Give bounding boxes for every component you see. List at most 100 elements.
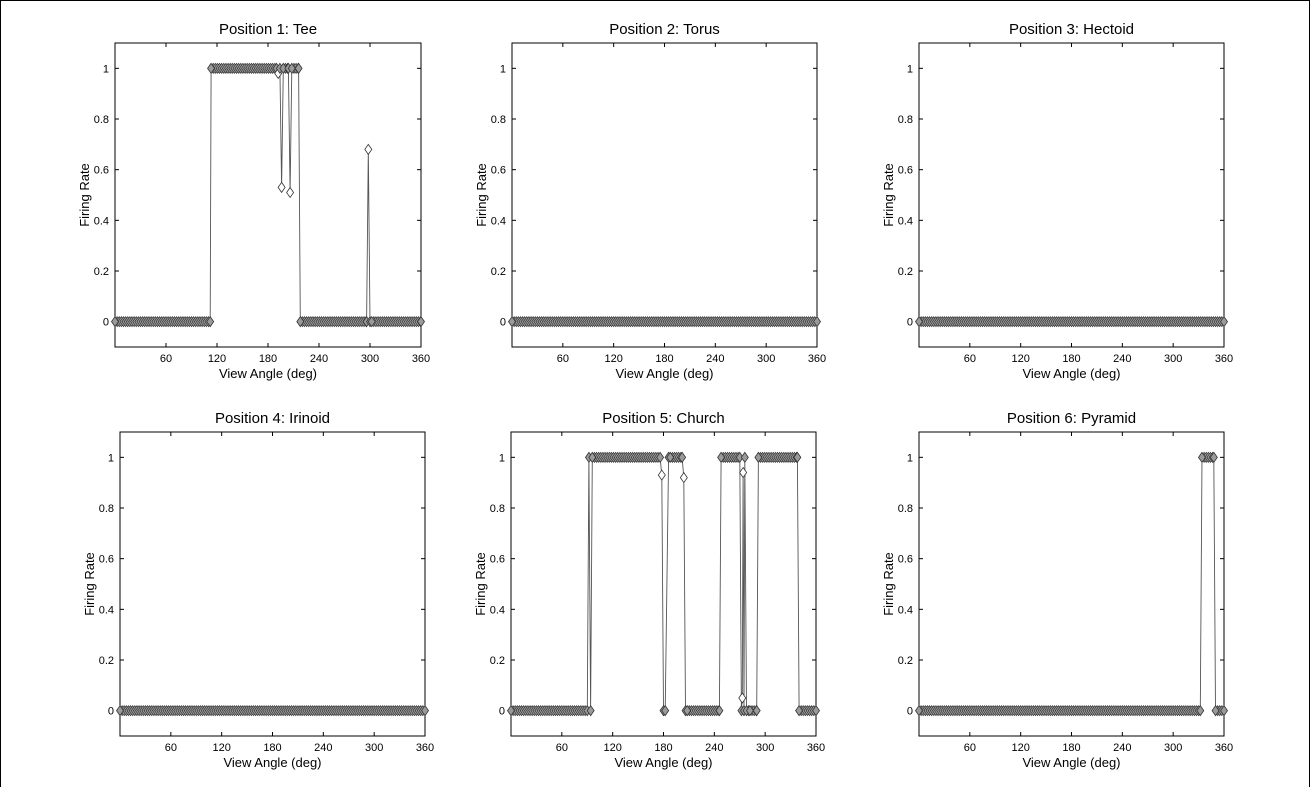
x-tick-label: 240 bbox=[310, 353, 328, 365]
x-tick-label: 60 bbox=[964, 353, 976, 365]
x-tick-label: 240 bbox=[706, 353, 724, 365]
y-tick-label: 0.6 bbox=[94, 165, 109, 177]
data-point bbox=[795, 704, 804, 717]
data-point bbox=[793, 451, 802, 464]
y-tick-label: 0.6 bbox=[491, 165, 506, 177]
x-tick-label: 60 bbox=[964, 742, 976, 754]
y-tick-label: 0.4 bbox=[898, 604, 913, 616]
data-point bbox=[739, 466, 748, 479]
data-point bbox=[421, 704, 429, 717]
data-point bbox=[294, 62, 303, 75]
y-tick-label: 0.6 bbox=[99, 554, 114, 566]
y-tick-label: 0.4 bbox=[490, 604, 505, 616]
x-axis-label: View Angle (deg) bbox=[614, 755, 712, 770]
subplot-3: Position 3: Hectoid View Angle (deg) Firin… bbox=[881, 21, 1233, 381]
y-tick-label: 0.6 bbox=[898, 554, 913, 566]
x-tick-label: 120 bbox=[208, 353, 226, 365]
chart-title: Position 1: Tee bbox=[219, 21, 317, 38]
data-point bbox=[508, 315, 516, 328]
chart-title: Position 6: Pyramid bbox=[1007, 410, 1136, 427]
y-axis-label: Firing Rate bbox=[881, 163, 896, 227]
y-tick-label: 0.8 bbox=[898, 503, 913, 515]
x-axis-label: View Angle (deg) bbox=[1022, 755, 1120, 770]
subplot-2: Position 2: Torus View Angle (deg) Firing … bbox=[474, 21, 826, 381]
data-point bbox=[661, 704, 670, 717]
y-tick-label: 0.8 bbox=[898, 114, 913, 126]
y-tick-label: 0 bbox=[907, 706, 913, 718]
axes-box bbox=[511, 42, 818, 348]
data-point bbox=[717, 451, 726, 464]
data-point bbox=[507, 704, 515, 717]
subplot-1: Position 1: Tee View Angle (deg) Firing Ra… bbox=[77, 21, 430, 381]
x-tick-label: 60 bbox=[556, 742, 568, 754]
x-axis-label: View Angle (deg) bbox=[223, 755, 321, 770]
x-tick-label: 300 bbox=[757, 353, 775, 365]
chart-title: Position 3: Hectoid bbox=[1009, 21, 1134, 38]
x-tick-label: 120 bbox=[1011, 742, 1029, 754]
x-tick-label: 60 bbox=[557, 353, 569, 365]
data-point bbox=[1220, 704, 1228, 717]
data-point bbox=[1196, 704, 1205, 717]
data-point bbox=[683, 704, 692, 717]
y-tick-label: 0.2 bbox=[490, 655, 505, 667]
y-tick-label: 0.2 bbox=[491, 266, 506, 278]
x-axis-label: View Angle (deg) bbox=[615, 366, 713, 381]
chart-title: Position 5: Church bbox=[602, 410, 725, 427]
x-tick-label: 360 bbox=[807, 742, 825, 754]
x-tick-label: 180 bbox=[654, 742, 672, 754]
x-tick-label: 180 bbox=[1062, 353, 1080, 365]
y-axis-label: Firing Rate bbox=[474, 163, 489, 227]
axes-box bbox=[119, 431, 426, 737]
x-tick-label: 300 bbox=[365, 742, 383, 754]
data-point bbox=[656, 451, 665, 464]
data-point bbox=[915, 315, 923, 328]
data-point bbox=[738, 692, 747, 704]
data-point bbox=[111, 315, 119, 328]
y-axis-label: Firing Rate bbox=[77, 163, 92, 227]
y-tick-label: 0 bbox=[108, 706, 114, 718]
data-point bbox=[367, 315, 376, 328]
axes-box bbox=[918, 42, 1225, 348]
axes-box bbox=[114, 42, 422, 348]
data-point bbox=[715, 704, 724, 717]
data-point bbox=[812, 704, 820, 717]
data-point bbox=[754, 451, 763, 464]
chart-title: Position 4: Irinoid bbox=[215, 410, 330, 427]
y-tick-label: 1 bbox=[907, 63, 913, 75]
x-tick-label: 180 bbox=[259, 353, 277, 365]
x-tick-label: 180 bbox=[655, 353, 673, 365]
y-tick-label: 0 bbox=[103, 317, 109, 329]
y-tick-label: 0.4 bbox=[99, 604, 114, 616]
data-point bbox=[813, 315, 821, 328]
data-point bbox=[678, 451, 687, 464]
data-point bbox=[287, 62, 296, 75]
y-tick-label: 0.8 bbox=[490, 503, 505, 515]
x-tick-label: 300 bbox=[1164, 742, 1182, 754]
x-axis-label: View Angle (deg) bbox=[1022, 366, 1120, 381]
data-point bbox=[1211, 704, 1220, 717]
y-tick-label: 1 bbox=[103, 63, 109, 75]
chart-title: Position 2: Torus bbox=[609, 21, 720, 38]
data-point bbox=[1220, 315, 1228, 328]
y-tick-label: 0.2 bbox=[94, 266, 109, 278]
y-axis-label: Firing Rate bbox=[473, 552, 488, 616]
y-axis-label: Firing Rate bbox=[82, 552, 97, 616]
data-point bbox=[1209, 451, 1218, 464]
data-point bbox=[206, 315, 215, 328]
y-axis-label: Firing Rate bbox=[881, 552, 896, 616]
data-point bbox=[657, 469, 666, 481]
data-point bbox=[915, 704, 923, 717]
x-tick-label: 240 bbox=[1113, 742, 1131, 754]
x-tick-label: 300 bbox=[1164, 353, 1182, 365]
x-tick-label: 240 bbox=[314, 742, 332, 754]
x-tick-label: 300 bbox=[361, 353, 379, 365]
y-tick-label: 0.4 bbox=[491, 215, 506, 227]
x-tick-label: 360 bbox=[1215, 742, 1233, 754]
y-tick-label: 0.2 bbox=[898, 655, 913, 667]
data-point bbox=[417, 315, 425, 328]
data-point bbox=[586, 704, 595, 717]
x-tick-label: 360 bbox=[416, 742, 434, 754]
x-tick-label: 120 bbox=[1011, 353, 1029, 365]
